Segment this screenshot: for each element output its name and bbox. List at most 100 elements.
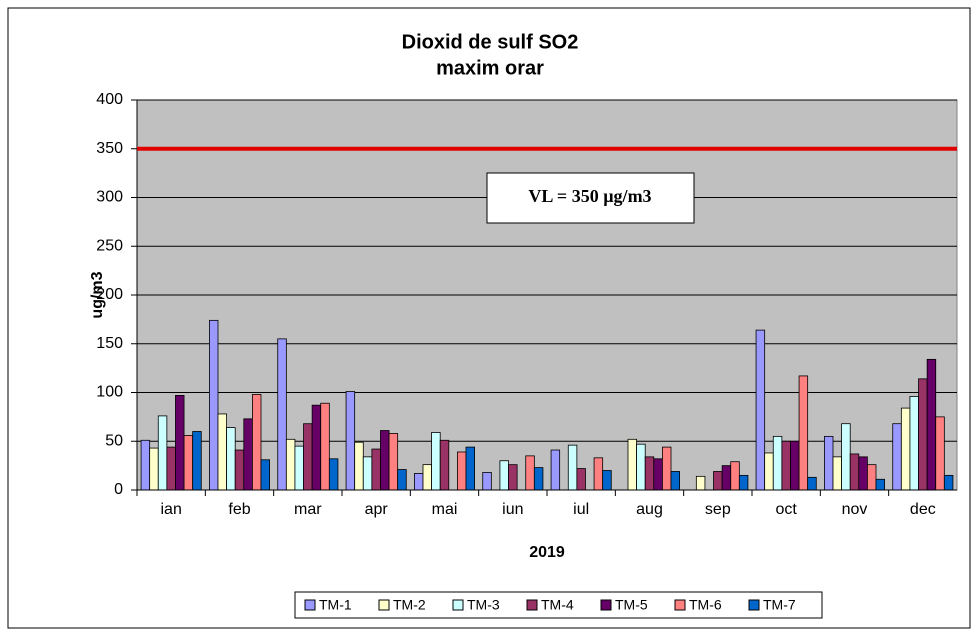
bar xyxy=(533,467,544,491)
y-tick-label: 150 xyxy=(96,335,123,352)
bar xyxy=(431,432,441,491)
bar xyxy=(354,441,364,491)
bar xyxy=(251,394,262,491)
y-tick-label: 200 xyxy=(96,286,123,303)
x-tick-label: mai xyxy=(432,501,458,518)
bar xyxy=(371,448,381,491)
bar xyxy=(380,430,390,491)
legend-label: TM-7 xyxy=(763,597,796,613)
x-tick-label: apr xyxy=(365,501,389,518)
bar xyxy=(508,464,518,491)
bar xyxy=(653,458,663,491)
bar xyxy=(499,460,509,491)
bar xyxy=(721,465,732,491)
bar xyxy=(900,407,911,491)
bar xyxy=(636,443,646,491)
bar xyxy=(790,440,800,491)
legend-swatch xyxy=(378,599,390,611)
bar xyxy=(328,458,339,491)
bar xyxy=(388,433,399,491)
bar xyxy=(149,447,159,491)
legend-swatch xyxy=(526,599,538,611)
bar xyxy=(662,446,672,491)
bar xyxy=(832,456,843,491)
bar xyxy=(243,418,253,491)
y-tick-label: 50 xyxy=(105,432,123,449)
legend-swatch xyxy=(748,599,760,611)
bar xyxy=(320,402,330,491)
y-tick-label: 100 xyxy=(96,384,123,401)
legend-swatch xyxy=(600,599,612,611)
bar xyxy=(807,476,817,491)
bar xyxy=(525,455,535,491)
x-tick-label: iul xyxy=(573,501,589,518)
bar xyxy=(234,449,245,491)
bar xyxy=(772,435,783,491)
legend-label: TM-4 xyxy=(541,597,574,613)
bar xyxy=(841,423,851,491)
bar xyxy=(593,457,604,491)
legend-swatch xyxy=(452,599,464,611)
y-tick-label: 0 xyxy=(114,481,123,498)
bar xyxy=(226,427,236,491)
bar xyxy=(140,439,151,491)
y-tick-label: 350 xyxy=(96,140,123,157)
bar xyxy=(285,438,296,491)
legend-box xyxy=(294,591,823,619)
annotation-box xyxy=(486,172,695,224)
bar xyxy=(183,434,194,491)
x-tick-label: oct xyxy=(775,501,797,518)
bar xyxy=(798,375,809,491)
bar xyxy=(824,435,834,491)
legend-label: TM-1 xyxy=(319,597,352,613)
y-tick-label: 250 xyxy=(96,237,123,254)
bar xyxy=(670,471,681,491)
chart-subtitle: maxim orar xyxy=(436,57,544,79)
bar xyxy=(208,319,219,491)
bar xyxy=(294,445,304,491)
bar xyxy=(935,416,945,491)
x-tick-label: nov xyxy=(842,501,868,518)
legend-swatch xyxy=(304,599,316,611)
legend-label: TM-2 xyxy=(393,597,426,613)
bar xyxy=(926,358,937,491)
bar xyxy=(943,474,954,491)
bar xyxy=(738,474,749,491)
x-tick-label: sep xyxy=(705,501,731,518)
bar xyxy=(849,453,860,491)
bar xyxy=(576,468,586,491)
x-tick-label: aug xyxy=(636,501,663,518)
bar xyxy=(166,446,176,491)
bar xyxy=(602,470,612,491)
x-tick-label: dec xyxy=(910,501,936,518)
bar xyxy=(456,451,467,491)
x-tick-label: feb xyxy=(228,501,250,518)
legend-label: TM-3 xyxy=(467,597,500,613)
bar xyxy=(439,439,450,491)
bar xyxy=(730,461,740,491)
bar xyxy=(413,473,424,491)
bar xyxy=(397,469,407,491)
x-tick-label: iun xyxy=(502,501,523,518)
bar xyxy=(482,472,492,491)
bar xyxy=(260,459,271,491)
bar xyxy=(644,456,655,491)
bar xyxy=(277,338,287,491)
y-axis-label: ug/m3 xyxy=(89,271,106,318)
x-tick-label: mar xyxy=(294,501,322,518)
bar xyxy=(567,444,578,491)
y-tick-label: 300 xyxy=(96,189,123,206)
bar xyxy=(550,449,561,491)
bar xyxy=(695,475,706,491)
bar xyxy=(755,329,766,491)
x-axis-label: 2019 xyxy=(529,544,565,561)
bar xyxy=(175,395,185,491)
bar xyxy=(362,456,373,491)
bar xyxy=(422,464,433,491)
bar xyxy=(918,378,928,491)
bar xyxy=(713,471,723,491)
bar xyxy=(217,413,228,491)
bar xyxy=(909,395,919,491)
legend-label: TM-6 xyxy=(689,597,722,613)
